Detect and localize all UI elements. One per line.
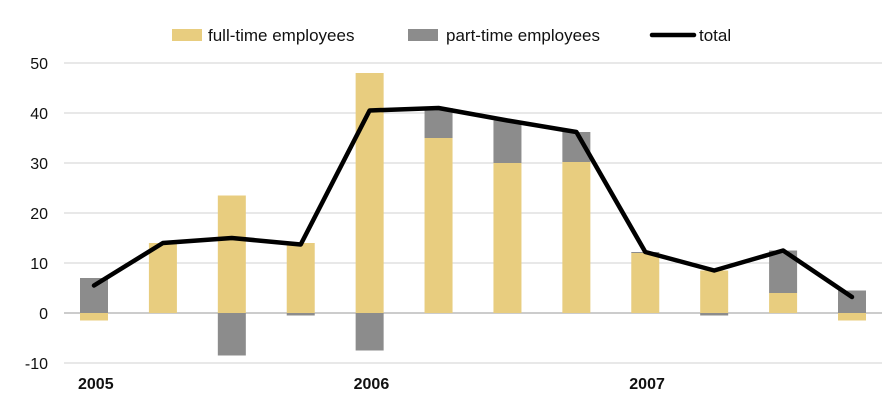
y-tick-label: 10 [30, 256, 48, 273]
legend-label-1: part-time employees [446, 26, 600, 45]
part-time-employees-bar [355, 313, 384, 351]
part-time-employees-bar [286, 313, 315, 316]
x-year-label: 2005 [78, 376, 114, 393]
part-time-employees-bar [217, 313, 246, 356]
full-time-employees-bar [424, 138, 453, 313]
full-time-employees-bar [493, 163, 522, 313]
y-tick-label: 40 [30, 106, 48, 123]
full-time-employees-bar [286, 243, 315, 313]
full-time-employees-bar [217, 195, 246, 313]
y-tick-label: -10 [25, 356, 48, 373]
full-time-employees-bar [80, 313, 108, 321]
full-time-employees-bar [700, 270, 729, 313]
legend-swatch-1 [408, 29, 438, 41]
total-line-layer [91, 105, 855, 300]
total-line [91, 105, 855, 300]
full-time-employees-bar [562, 162, 591, 313]
part-time-employees-bar [838, 290, 866, 313]
bars [80, 73, 866, 356]
full-time-employees-bar [838, 313, 866, 321]
legend: full-time employees part-time employees to… [172, 26, 731, 45]
legend-label-0: full-time employees [208, 26, 354, 45]
legend-swatch-0 [172, 29, 202, 41]
y-tick-label: 30 [30, 156, 48, 173]
x-year-label: 2006 [354, 376, 390, 393]
y-tick-label: 20 [30, 206, 48, 223]
y-tick-label: 50 [30, 56, 48, 73]
y-tick-label: 0 [39, 306, 48, 323]
gridlines [64, 62, 882, 364]
full-time-employees-bar [631, 253, 660, 313]
x-year-label: 2007 [629, 376, 665, 393]
full-time-employees-bar [148, 243, 177, 313]
part-time-employees-bar [424, 108, 453, 138]
y-axis-tick-labels: -10 0 10 20 30 40 50 [25, 56, 48, 373]
legend-label-2: total [699, 26, 731, 45]
part-time-employees-bar [493, 120, 522, 163]
x-axis-year-labels: 2005 2006 2007 [78, 376, 665, 393]
part-time-employees-bar [700, 313, 729, 316]
full-time-employees-bar [769, 293, 798, 313]
